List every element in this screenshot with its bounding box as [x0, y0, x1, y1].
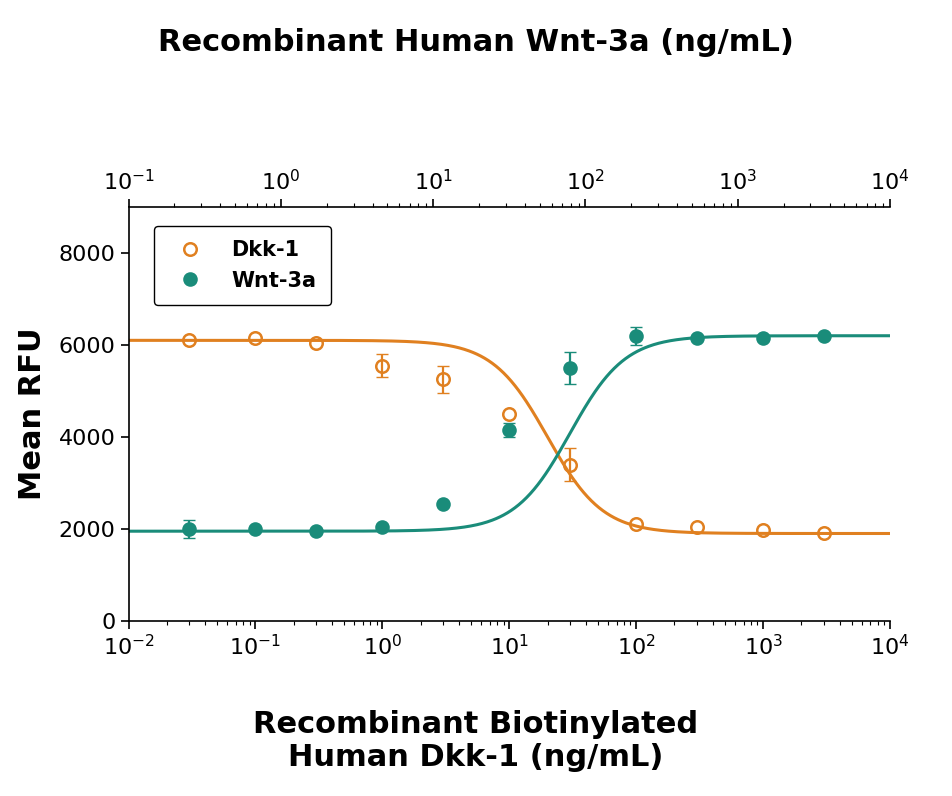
Legend: Dkk-1, Wnt-3a: Dkk-1, Wnt-3a: [154, 225, 331, 305]
Text: Recombinant Biotinylated
Human Dkk-1 (ng/mL): Recombinant Biotinylated Human Dkk-1 (ng…: [253, 709, 699, 772]
Y-axis label: Mean RFU: Mean RFU: [18, 328, 48, 500]
Text: Recombinant Human Wnt-3a (ng/mL): Recombinant Human Wnt-3a (ng/mL): [158, 28, 794, 57]
